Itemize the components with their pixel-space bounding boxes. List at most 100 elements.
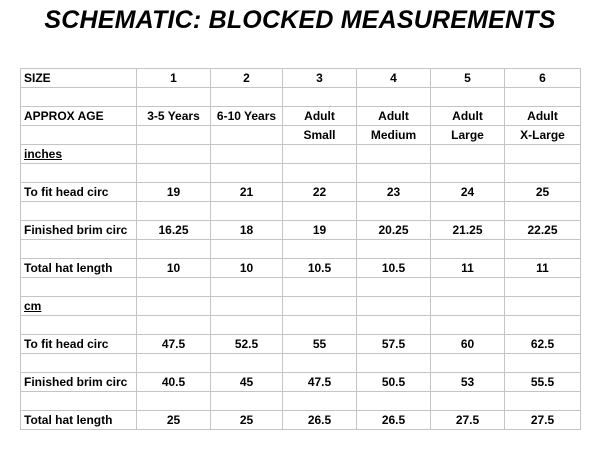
row-label xyxy=(20,163,137,183)
value-cell: 11 xyxy=(430,258,505,278)
value-cell xyxy=(136,87,211,107)
value-cell: 21.25 xyxy=(430,220,505,240)
row-label: SIZE xyxy=(20,68,137,88)
value-cell xyxy=(282,391,357,411)
row-label: cm xyxy=(20,296,137,316)
value-cell: 3 xyxy=(282,68,357,88)
value-cell xyxy=(356,201,431,221)
row-label xyxy=(20,391,137,411)
value-cell: 1 xyxy=(136,68,211,88)
value-cell xyxy=(430,277,505,297)
value-cell xyxy=(504,277,581,297)
value-cell: 10 xyxy=(210,258,283,278)
value-cell: 19 xyxy=(136,182,211,202)
row-label xyxy=(20,353,137,373)
value-cell xyxy=(504,87,581,107)
value-cell: 4 xyxy=(356,68,431,88)
spacer-row xyxy=(20,201,581,221)
value-cell: 23 xyxy=(356,182,431,202)
value-cell xyxy=(430,315,505,335)
value-cell xyxy=(430,201,505,221)
value-cell xyxy=(282,144,357,164)
value-cell: 27.5 xyxy=(430,410,505,430)
value-cell: Adult xyxy=(356,106,431,126)
value-cell: 40.5 xyxy=(136,372,211,392)
value-cell xyxy=(430,144,505,164)
value-cell: 27.5 xyxy=(504,410,581,430)
spacer-row xyxy=(20,353,581,373)
value-cell xyxy=(136,315,211,335)
table-row: To fit head circ 47.5 52.5 55 57.5 60 62.5 xyxy=(20,334,581,354)
value-cell: Adult xyxy=(430,106,505,126)
value-cell xyxy=(282,87,357,107)
table-row: To fit head circ 19 21 22 23 24 25 xyxy=(20,182,581,202)
value-cell: 2 xyxy=(210,68,283,88)
value-cell: 5 xyxy=(430,68,505,88)
table-row: Total hat length 10 10 10.5 10.5 11 11 xyxy=(20,258,581,278)
value-cell xyxy=(136,391,211,411)
value-cell xyxy=(210,239,283,259)
value-cell xyxy=(136,239,211,259)
value-cell xyxy=(282,296,357,316)
value-cell xyxy=(210,391,283,411)
value-cell xyxy=(136,144,211,164)
spacer-row xyxy=(20,239,581,259)
value-cell: 10.5 xyxy=(282,258,357,278)
value-cell xyxy=(136,353,211,373)
value-cell: 25 xyxy=(504,182,581,202)
value-cell: 47.5 xyxy=(136,334,211,354)
value-cell: Large xyxy=(430,125,505,145)
row-label xyxy=(20,315,137,335)
value-cell xyxy=(504,391,581,411)
value-cell xyxy=(430,163,505,183)
value-cell: 26.5 xyxy=(356,410,431,430)
value-cell xyxy=(210,201,283,221)
value-cell xyxy=(210,87,283,107)
value-cell: Medium xyxy=(356,125,431,145)
value-cell xyxy=(356,277,431,297)
value-cell: 16.25 xyxy=(136,220,211,240)
value-cell xyxy=(282,239,357,259)
spacer-row xyxy=(20,315,581,335)
section-header-cm: cm xyxy=(20,296,581,316)
value-cell: 60 xyxy=(430,334,505,354)
value-cell: Adult xyxy=(504,106,581,126)
value-cell: X-Large xyxy=(504,125,581,145)
spacer-row xyxy=(20,163,581,183)
table-row: Total hat length 25 25 26.5 26.5 27.5 27.5 xyxy=(20,410,581,430)
age-row-sub: Small Medium Large X-Large xyxy=(20,125,581,145)
value-cell xyxy=(504,296,581,316)
value-cell: 53 xyxy=(430,372,505,392)
value-cell xyxy=(504,239,581,259)
value-cell xyxy=(356,239,431,259)
spacer-row xyxy=(20,391,581,411)
value-cell xyxy=(136,125,211,145)
value-cell xyxy=(282,201,357,221)
value-cell xyxy=(282,277,357,297)
value-cell: 55.5 xyxy=(504,372,581,392)
value-cell: 20.25 xyxy=(356,220,431,240)
value-cell xyxy=(504,315,581,335)
value-cell xyxy=(210,353,283,373)
value-cell xyxy=(136,201,211,221)
value-cell xyxy=(430,391,505,411)
value-cell xyxy=(282,315,357,335)
value-cell xyxy=(210,277,283,297)
row-label xyxy=(20,277,137,297)
row-label: Total hat length xyxy=(20,258,137,278)
value-cell: 24 xyxy=(430,182,505,202)
row-label: Total hat length xyxy=(20,410,137,430)
value-cell xyxy=(282,353,357,373)
value-cell: 50.5 xyxy=(356,372,431,392)
value-cell xyxy=(210,315,283,335)
value-cell: 26.5 xyxy=(282,410,357,430)
value-cell: 47.5 xyxy=(282,372,357,392)
value-cell: 45 xyxy=(210,372,283,392)
value-cell: 3-5 Years xyxy=(136,106,211,126)
row-label: Finished brim circ xyxy=(20,220,137,240)
value-cell: 52.5 xyxy=(210,334,283,354)
value-cell xyxy=(210,125,283,145)
value-cell xyxy=(430,239,505,259)
spacer-row xyxy=(20,277,581,297)
value-cell xyxy=(356,391,431,411)
